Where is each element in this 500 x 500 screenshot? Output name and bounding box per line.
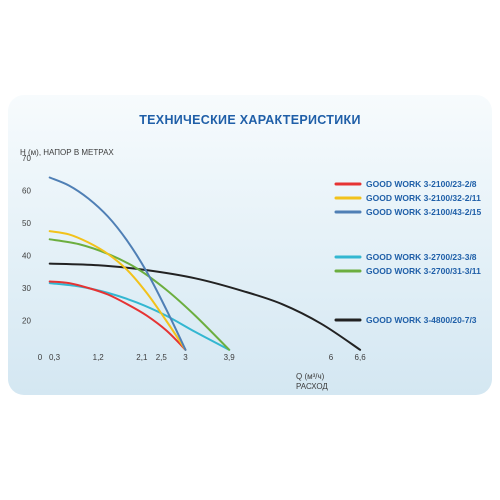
chart-panel bbox=[8, 95, 492, 395]
series-line-1 bbox=[48, 280, 187, 351]
y-tick-label: 60 bbox=[22, 187, 31, 196]
legend: GOOD WORK 3-2100/23-2/8 GOOD WORK 3-2100/… bbox=[334, 179, 482, 325]
y-tick-label: 40 bbox=[22, 252, 31, 261]
series-line-6 bbox=[48, 262, 362, 351]
x-tick-label: 2,5 bbox=[156, 353, 168, 362]
legend-label: GOOD WORK 3-2700/23-3/8 bbox=[366, 252, 477, 262]
chart-title: ТЕХНИЧЕСКИЕ ХАРАКТЕРИСТИКИ bbox=[139, 113, 361, 127]
y-tick-label: 30 bbox=[22, 284, 31, 293]
legend-label: GOOD WORK 3-2100/43-2/15 bbox=[366, 207, 482, 217]
x-tick-label: 6 bbox=[329, 353, 334, 362]
x-axis-label: Q (м³/ч) РАСХОД bbox=[296, 372, 328, 392]
x-tick-label: 0 bbox=[38, 353, 43, 362]
series-line-2 bbox=[48, 230, 187, 351]
y-tick-label: 50 bbox=[22, 219, 31, 228]
x-tick-label: 3 bbox=[183, 353, 188, 362]
series-line-3 bbox=[48, 176, 187, 351]
x-tick-label: 6,6 bbox=[355, 353, 367, 362]
legend-label: GOOD WORK 3-2700/31-3/11 bbox=[366, 266, 481, 276]
legend-label: GOOD WORK 3-2100/32-2/11 bbox=[366, 193, 481, 203]
curves bbox=[48, 176, 362, 351]
x-axis-label-caption: РАСХОД bbox=[296, 382, 328, 391]
x-axis-label-unit: Q (м³/ч) bbox=[296, 372, 325, 381]
y-ticks: 20 30 40 50 60 70 bbox=[22, 154, 31, 326]
y-axis-label: H (м), НАПОР В МЕТРАХ bbox=[20, 148, 114, 157]
series-line-5 bbox=[48, 238, 231, 351]
x-tick-label: 1,2 bbox=[93, 353, 105, 362]
x-tick-label: 3,9 bbox=[224, 353, 236, 362]
x-tick-label: 2,1 bbox=[136, 353, 148, 362]
y-tick-label: 20 bbox=[22, 317, 31, 326]
x-tick-label: 0,3 bbox=[49, 353, 61, 362]
legend-label: GOOD WORK 3-4800/20-7/3 bbox=[366, 315, 477, 325]
legend-label: GOOD WORK 3-2100/23-2/8 bbox=[366, 179, 477, 189]
y-tick-label: 70 bbox=[22, 154, 31, 163]
series-line-4 bbox=[48, 282, 231, 351]
x-ticks: 0 0,3 1,2 2,1 2,5 3 3,9 6 6,6 bbox=[38, 353, 366, 362]
